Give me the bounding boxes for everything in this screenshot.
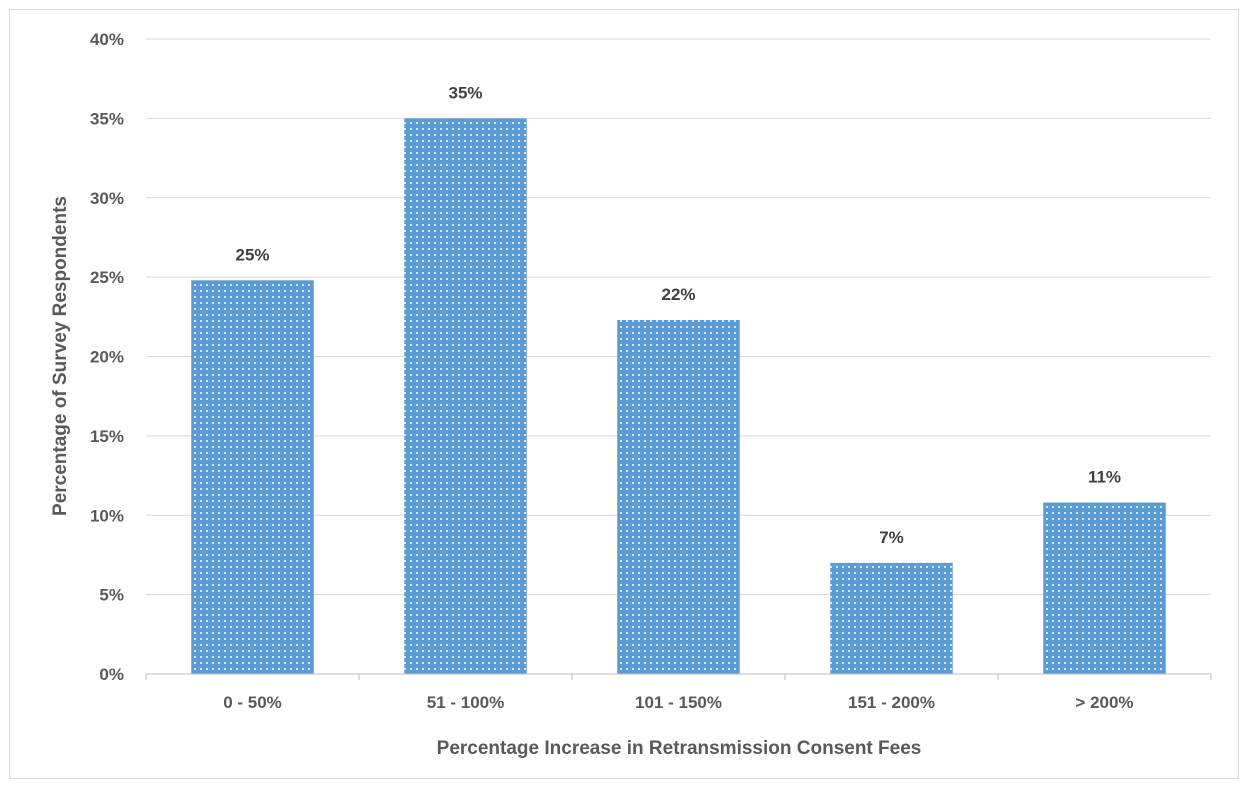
bar [191, 280, 314, 674]
y-tick-label: 30% [90, 189, 124, 208]
gridlines [146, 38, 1211, 596]
bar [404, 118, 527, 674]
y-tick-label: 15% [90, 427, 124, 446]
x-axis-title: Percentage Increase in Retransmission Co… [437, 738, 922, 759]
x-tick-label: 151 - 200% [848, 693, 935, 712]
data-label: 22% [661, 285, 695, 304]
x-tick-label: > 200% [1075, 693, 1133, 712]
data-label: 7% [879, 528, 904, 547]
axes: 0% 5% 10% 15% 20% 25% 30% 35% 40% 0 - 50% 51 - 100… [90, 30, 1212, 712]
y-tick-label: 35% [90, 109, 124, 128]
data-label: 11% [1088, 468, 1121, 487]
bar [1043, 502, 1166, 674]
bar [617, 319, 740, 674]
x-tick-label: 101 - 150% [635, 693, 722, 712]
data-label: 25% [235, 245, 269, 264]
y-axis-title: Percentage of Survey Respondents [50, 196, 71, 516]
x-tick-label: 0 - 50% [223, 693, 282, 712]
bar [830, 562, 953, 674]
data-label: 35% [448, 83, 482, 102]
x-tick-label: 51 - 100% [427, 693, 505, 712]
y-tick-label: 5% [99, 586, 124, 605]
y-tick-label: 20% [90, 348, 124, 367]
y-tick-label: 40% [90, 30, 124, 49]
y-tick-label: 25% [90, 268, 124, 287]
bars: 25% 35% 22% 7% 11% [191, 83, 1166, 674]
y-tick-label: 0% [99, 665, 124, 684]
y-tick-label: 10% [90, 506, 124, 525]
